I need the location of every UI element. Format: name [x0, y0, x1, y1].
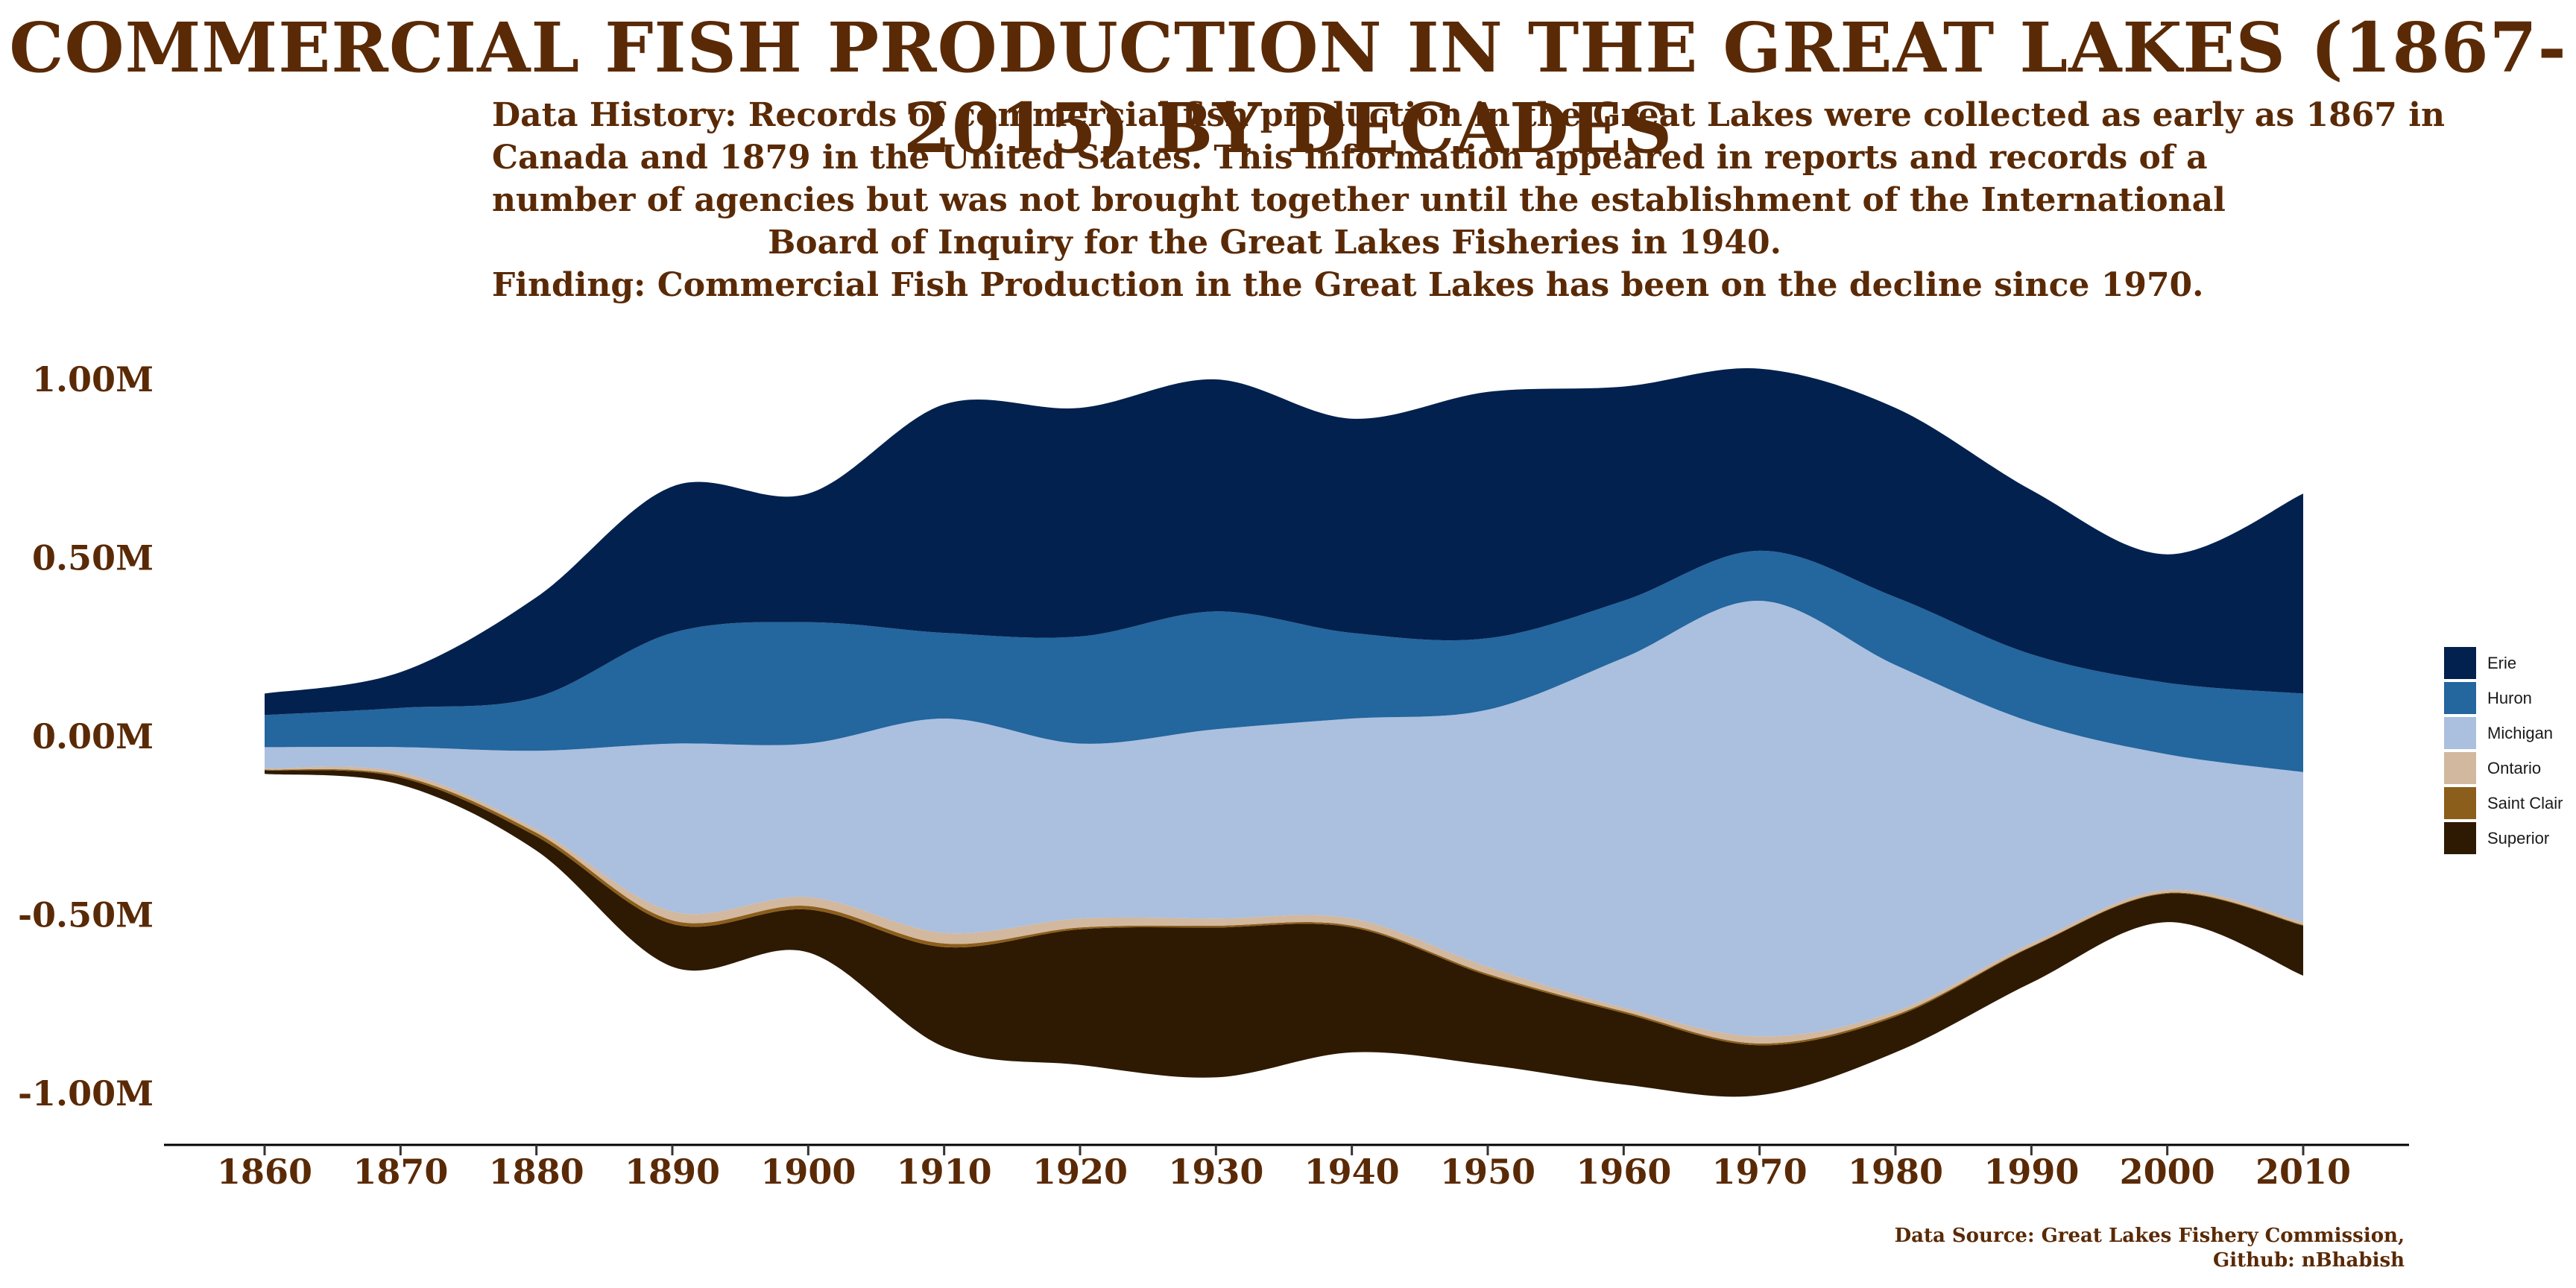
stream-huron: [265, 550, 2303, 772]
y-tick-label: 0.50M: [32, 538, 154, 578]
x-tick-label: 1870: [353, 1152, 448, 1192]
x-tick-label: 1970: [1712, 1152, 1808, 1192]
legend-label-ontario: Ontario: [2487, 759, 2541, 777]
x-tick-label: 2010: [2255, 1152, 2351, 1192]
chart-caption: Data Source: Great Lakes Fishery Commiss…: [1895, 1224, 2405, 1273]
legend-swatch-michigan: [2444, 717, 2476, 749]
x-tick-label: 1950: [1440, 1152, 1535, 1192]
x-tick-label: 1920: [1032, 1152, 1128, 1192]
chart-title: COMMERCIAL FISH PRODUCTION IN THE GREAT …: [9, 7, 2567, 168]
x-tick-label: 1980: [1848, 1152, 1943, 1192]
x-tick-label: 1930: [1168, 1152, 1263, 1192]
x-tick-label: 2000: [2120, 1152, 2215, 1192]
legend-swatch-ontario: [2444, 752, 2476, 784]
x-tick-label: 1890: [625, 1152, 720, 1192]
caption-line: Github: nBhabish: [2213, 1249, 2405, 1272]
x-tick-label: 1910: [897, 1152, 992, 1192]
legend-label-michigan: Michigan: [2487, 724, 2553, 742]
legend-label-saint-clair: Saint Clair: [2487, 794, 2563, 812]
y-tick-label: -1.00M: [18, 1073, 154, 1114]
y-tick-label: 1.00M: [32, 359, 154, 400]
stream-erie: [265, 367, 2303, 716]
x-tick-label: 1880: [489, 1152, 584, 1192]
x-tick-label: 1960: [1576, 1152, 1671, 1192]
x-axis: 1860 1870 1880 1890 1900 1910 1920 1930 1940 1950…: [217, 1145, 2351, 1192]
legend-label-huron: Huron: [2487, 689, 2532, 707]
legend-label-superior: Superior: [2487, 829, 2549, 847]
y-axis: 1.00M 0.50M 0.00M -0.50M -1.00M: [18, 359, 154, 1114]
x-tick-label: 1990: [1983, 1152, 2079, 1192]
legend-swatch-superior: [2444, 822, 2476, 854]
subtitle-line: Canada and 1879 in the United States. Th…: [492, 139, 2208, 177]
legend-label-erie: Erie: [2487, 654, 2516, 672]
subtitle-line: Board of Inquiry for the Great Lakes Fis…: [768, 224, 1781, 262]
stream-superior: [265, 770, 2303, 1097]
y-tick-label: 0.00M: [32, 716, 154, 757]
subtitle-line: number of agencies but was not brought t…: [492, 181, 2226, 219]
x-tick-label: 1940: [1304, 1152, 1400, 1192]
y-tick-label: -0.50M: [18, 895, 154, 935]
legend-swatch-huron: [2444, 682, 2476, 714]
subtitle-line: Finding: Commercial Fish Production in t…: [492, 266, 2204, 304]
chart-subtitle: Data History: Records of commercial fish…: [492, 94, 2445, 306]
x-tick-label: 1900: [760, 1152, 856, 1192]
x-tick-label: 1860: [217, 1152, 312, 1192]
caption-line: Data Source: Great Lakes Fishery Commiss…: [1894, 1225, 2405, 1247]
stream-areas: [265, 367, 2303, 1097]
legend: Erie Huron Michigan Ontario Saint Clair Super…: [2444, 647, 2563, 854]
legend-swatch-saint-clair: [2444, 787, 2476, 819]
stream-michigan: [265, 600, 2303, 1037]
legend-swatch-erie: [2444, 647, 2476, 679]
